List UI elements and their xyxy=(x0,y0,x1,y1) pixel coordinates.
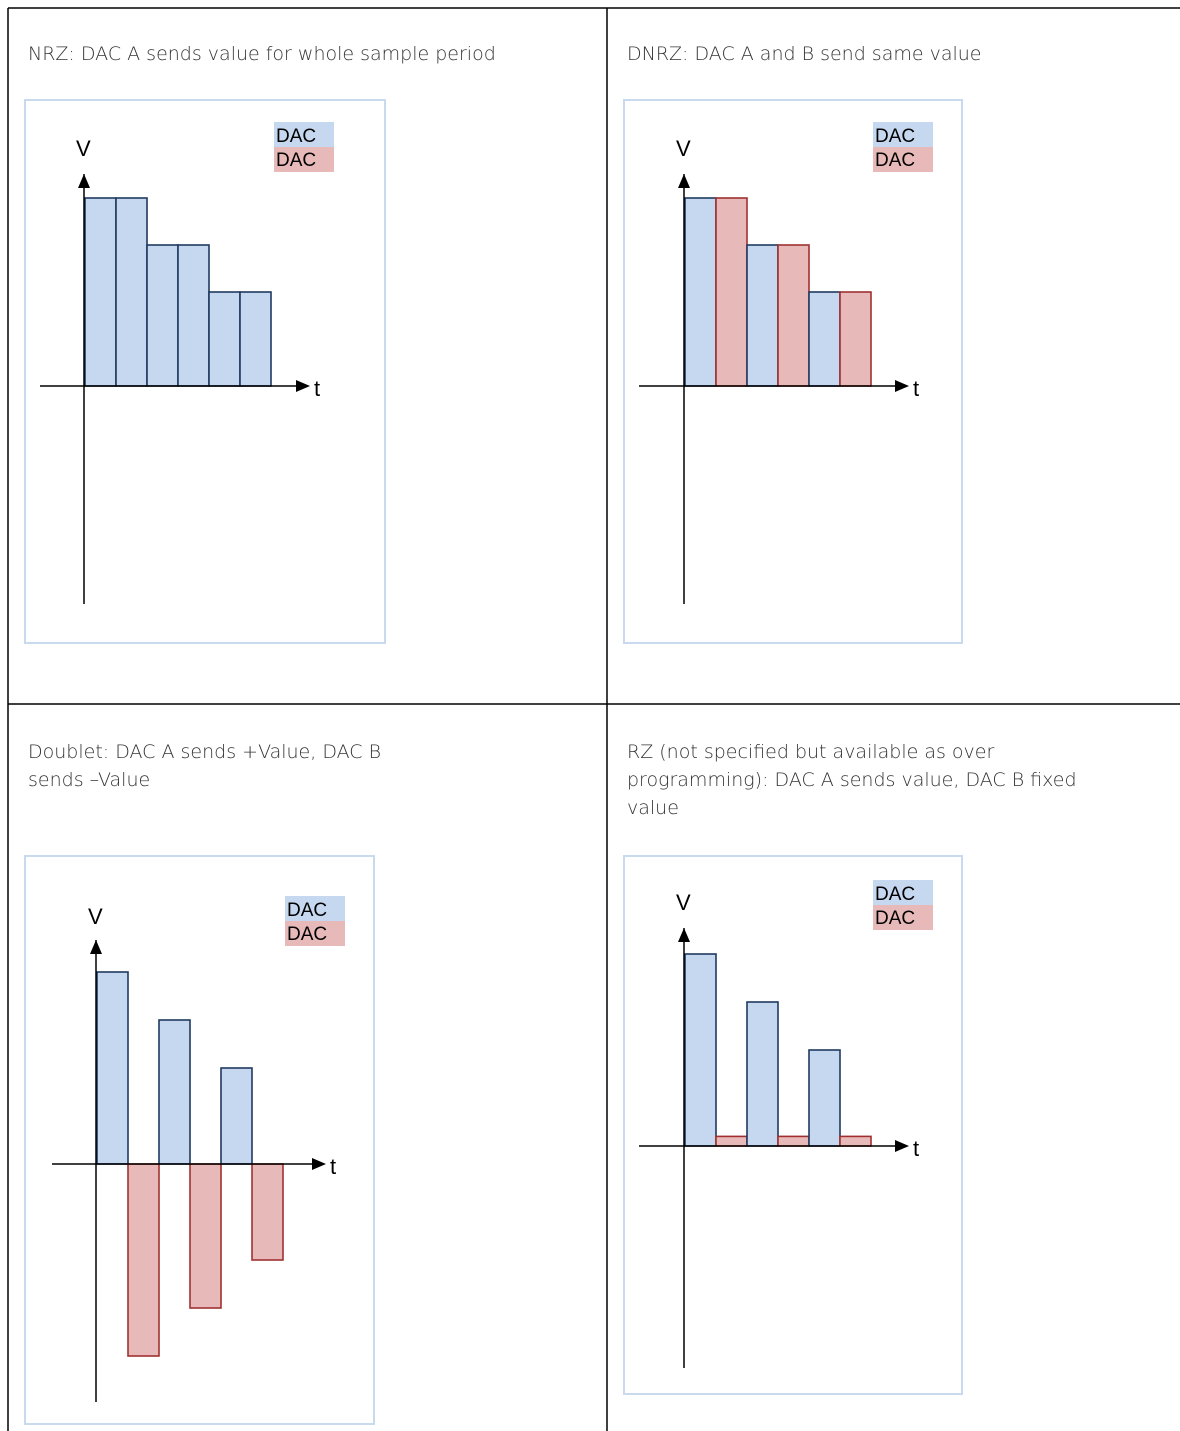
panel-caption: RZ (not specified but available as over … xyxy=(627,741,1077,819)
legend-label-dac-a: DAC xyxy=(276,126,316,147)
panel-rz: RZ (not specified but available as over … xyxy=(607,704,1180,1431)
t-axis-arrowhead xyxy=(895,380,909,392)
dnrz-diagram: Vt DAC DAC xyxy=(623,99,963,644)
dac-a-sample-bar xyxy=(746,244,779,387)
panel-caption: DNRZ: DAC A and B send same value xyxy=(627,43,982,65)
legend-swatch-dac-b xyxy=(873,905,933,930)
v-axis-arrowhead xyxy=(78,174,90,188)
dac-a-sample-bar xyxy=(220,1067,253,1165)
dac-b-sample-bar xyxy=(839,291,872,387)
legend-swatch-dac-b xyxy=(285,921,345,946)
dac-b-sample-bar xyxy=(777,1135,810,1147)
diagram-frame xyxy=(24,99,386,644)
t-axis-arrowhead xyxy=(296,380,310,392)
v-axis-label: V xyxy=(676,890,691,915)
rz-diagram: Vt DAC DAC xyxy=(623,855,963,1395)
legend-label-dac-b: DAC xyxy=(875,150,915,171)
legend-label-dac-a: DAC xyxy=(287,900,327,921)
legend-label-dac-a: DAC xyxy=(875,884,915,905)
panel-caption: Doublet: DAC A sends +Value, DAC B sends… xyxy=(28,741,382,791)
legend-swatch-dac-b xyxy=(274,147,334,172)
panel-doublet: Doublet: DAC A sends +Value, DAC B sends… xyxy=(8,704,607,1431)
t-axis-label: t xyxy=(330,1154,336,1179)
dac-b-sample-bar xyxy=(251,1163,284,1261)
legend-label-dac-a: DAC xyxy=(875,126,915,147)
dac-b-sample-bar xyxy=(839,1135,872,1147)
dac-b-sample-bar xyxy=(715,1135,748,1147)
legend-swatch-dac-a xyxy=(285,896,345,921)
panel-caption: NRZ: DAC A sends value for whole sample … xyxy=(28,43,496,65)
doublet-diagram: Vt DAC DAC xyxy=(24,855,375,1425)
dac-a-sample-bar xyxy=(158,1019,191,1165)
dac-a-sample-bar xyxy=(208,291,241,387)
dac-a-sample-bar xyxy=(684,197,717,387)
dac-a-sample-bar xyxy=(84,197,117,387)
diagram-frame xyxy=(623,855,963,1395)
dac-a-sample-bar xyxy=(808,291,841,387)
diagram-frame xyxy=(623,99,963,644)
v-axis-arrowhead xyxy=(90,940,102,954)
legend-swatch-dac-b xyxy=(873,147,933,172)
legend-swatch-dac-a xyxy=(274,122,334,147)
diagram-frame xyxy=(24,855,375,1425)
t-axis-arrowhead xyxy=(312,1158,326,1170)
dac-a-sample-bar xyxy=(96,971,129,1165)
legend-label-dac-b: DAC xyxy=(276,150,316,171)
legend-label-dac-b: DAC xyxy=(287,924,327,945)
dac-a-sample-bar xyxy=(239,291,272,387)
t-axis-label: t xyxy=(314,376,320,401)
dac-a-sample-bar xyxy=(146,244,179,387)
dac-b-sample-bar xyxy=(715,197,748,387)
t-axis-arrowhead xyxy=(895,1140,909,1152)
dac-a-sample-bar xyxy=(115,197,148,387)
v-axis-label: V xyxy=(88,904,103,929)
legend-swatch-dac-a xyxy=(873,122,933,147)
t-axis-label: t xyxy=(913,376,919,401)
legend-label-dac-b: DAC xyxy=(875,908,915,929)
t-axis-label: t xyxy=(913,1136,919,1161)
nrz-diagram: Vt DAC DAC xyxy=(24,99,386,644)
v-axis-label: V xyxy=(76,136,91,161)
dac-a-sample-bar xyxy=(684,953,717,1147)
dac-b-sample-bar xyxy=(777,244,810,387)
dac-a-sample-bar xyxy=(746,1001,779,1147)
dac-b-sample-bar xyxy=(127,1163,160,1357)
dac-b-sample-bar xyxy=(189,1163,222,1309)
v-axis-arrowhead xyxy=(678,174,690,188)
dac-a-sample-bar xyxy=(177,244,210,387)
v-axis-label: V xyxy=(676,136,691,161)
legend-swatch-dac-a xyxy=(873,880,933,905)
dac-a-sample-bar xyxy=(808,1049,841,1147)
panel-nrz: NRZ: DAC A sends value for whole sample … xyxy=(8,8,607,704)
v-axis-arrowhead xyxy=(678,928,690,942)
